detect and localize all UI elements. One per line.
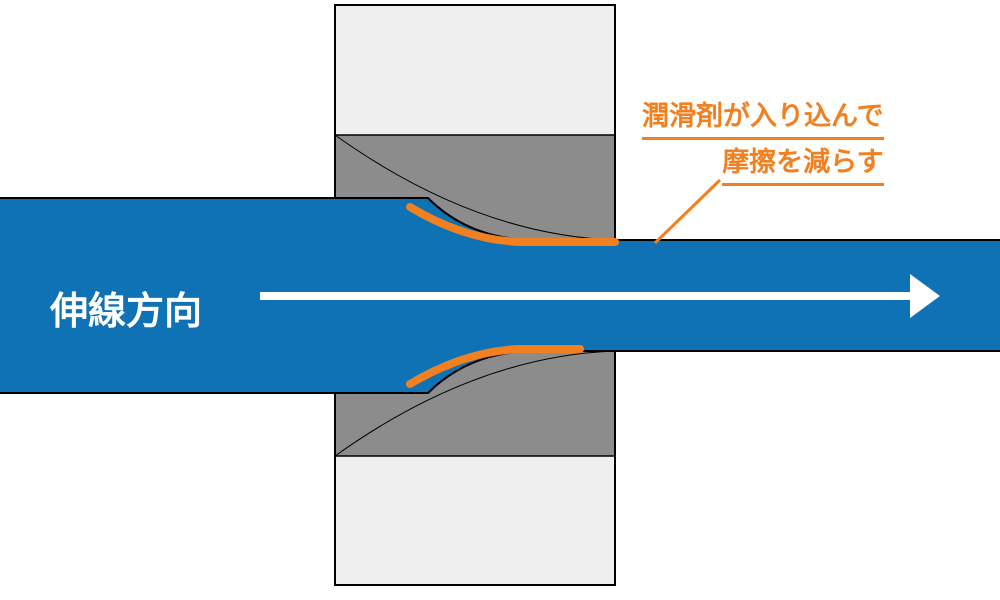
lubricant-annotation: 潤滑剤が入り込んで 摩擦を減らす — [642, 98, 884, 190]
annotation-line2: 摩擦を減らす — [722, 144, 883, 186]
direction-label: 伸線方向 — [50, 280, 202, 335]
annotation-line1: 潤滑剤が入り込んで — [642, 98, 884, 140]
